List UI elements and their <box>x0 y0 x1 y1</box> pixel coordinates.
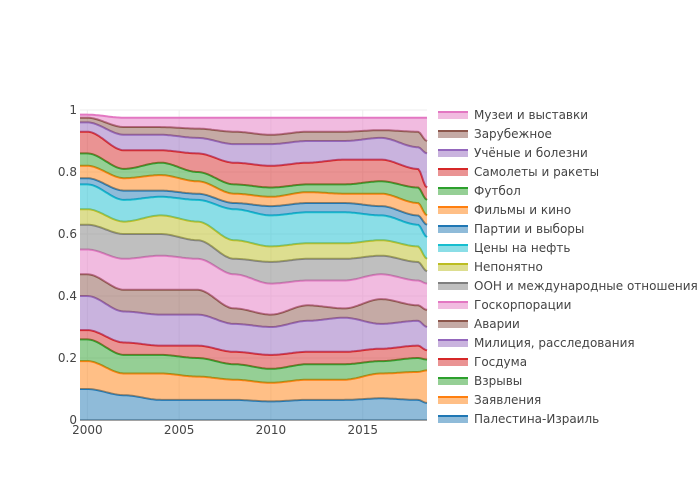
legend-label: Взрывы <box>474 373 523 388</box>
legend-label: Цены на нефть <box>474 240 571 255</box>
legend-label: Учёные и болезни <box>474 145 588 160</box>
legend-swatch-icon <box>438 338 468 347</box>
legend-swatch-icon <box>438 167 468 176</box>
legend-item[interactable]: Госдума <box>438 352 527 371</box>
legend-label: Футбол <box>474 183 521 198</box>
area-0 <box>80 389 427 420</box>
legend-swatch-icon <box>438 395 468 404</box>
area-16 <box>80 114 427 141</box>
y-tick-label: 0 <box>69 413 77 427</box>
area-13 <box>80 131 427 200</box>
area-2 <box>80 339 427 383</box>
x-tick-label: 2005 <box>164 423 195 437</box>
legend-swatch-icon <box>438 319 468 328</box>
x-axis: 2000 2005 2010 2015 <box>72 423 378 437</box>
legend-item[interactable]: Музеи и выставки <box>438 105 588 124</box>
legend-swatch-icon <box>438 148 468 157</box>
legend-item[interactable]: Госкорпорации <box>438 295 571 314</box>
legend-item[interactable]: Заявления <box>438 390 541 409</box>
y-tick-label: 0.2 <box>58 351 77 365</box>
legend-item[interactable]: Учёные и болезни <box>438 143 588 162</box>
legend-label: Музеи и выставки <box>474 107 589 122</box>
legend-item[interactable]: Взрывы <box>438 371 522 390</box>
legend-label: Госкорпорации <box>474 297 572 312</box>
legend-item[interactable]: Аварии <box>438 314 520 333</box>
area-9 <box>80 184 427 259</box>
legend-label: Аварии <box>474 316 520 331</box>
legend-item[interactable]: Самолеты и ракеты <box>438 162 599 181</box>
legend-item[interactable]: ООН и международные отношения <box>438 276 698 295</box>
x-tick-label: 2000 <box>72 423 103 437</box>
series-line-16 <box>80 113 428 119</box>
legend-swatch-icon <box>438 110 468 119</box>
legend-swatch-icon <box>438 414 468 423</box>
y-tick-label: 0.8 <box>58 165 77 179</box>
legend-swatch-icon <box>438 243 468 252</box>
area-14 <box>80 122 427 188</box>
x-tick-label: 2010 <box>256 423 287 437</box>
legend-label: Самолеты и ракеты <box>474 164 600 179</box>
legend-label: Милиция, расследования <box>474 335 635 350</box>
y-tick-label: 0.4 <box>58 289 77 303</box>
y-tick-label: 0.6 <box>58 227 77 241</box>
legend-swatch-icon <box>438 357 468 366</box>
legend-label: Зарубежное <box>474 126 552 141</box>
legend-swatch-icon <box>438 300 468 309</box>
legend-label: Заявления <box>474 392 542 407</box>
legend-item[interactable]: Непонятно <box>438 257 543 276</box>
area-12 <box>80 153 427 216</box>
area-5 <box>80 274 427 327</box>
legend-label: ООН и международные отношения <box>474 278 698 293</box>
legend-label: Госдума <box>474 354 528 369</box>
legend-swatch-icon <box>438 376 468 385</box>
y-tick-label: 1 <box>69 103 77 117</box>
legend-swatch-icon <box>438 224 468 233</box>
legend-item[interactable]: Милиция, расследования <box>438 333 635 352</box>
legend-item[interactable]: Фильмы и кино <box>438 200 571 219</box>
area-6 <box>80 249 427 315</box>
x-tick-label: 2015 <box>347 423 378 437</box>
area-4 <box>80 296 427 355</box>
legend-swatch-icon <box>438 262 468 271</box>
legend-swatch-icon <box>438 205 468 214</box>
area-15 <box>80 117 427 154</box>
legend-label: Партии и выборы <box>474 221 585 236</box>
areas <box>80 113 428 420</box>
legend-item[interactable]: Футбол <box>438 181 521 200</box>
legend-item[interactable]: Палестина-Израиль <box>438 409 599 425</box>
legend-swatch-icon <box>438 186 468 195</box>
legend-item[interactable]: Партии и выборы <box>438 219 584 238</box>
legend-item[interactable]: Зарубежное <box>438 124 552 143</box>
area-8 <box>80 209 427 272</box>
area-11 <box>80 165 427 225</box>
legend-swatch-icon <box>438 129 468 138</box>
area-3 <box>80 330 427 369</box>
y-axis: 0 0.2 0.4 0.6 0.8 1 <box>58 103 77 427</box>
legend-label: Палестина-Израиль <box>474 411 600 426</box>
legend-label: Непонятно <box>474 259 543 274</box>
legend: Музеи и выставки Зарубежное Учёные и болез… <box>438 105 700 425</box>
legend-swatch-icon <box>438 281 468 290</box>
area-10 <box>80 178 427 238</box>
legend-item[interactable]: Цены на нефть <box>438 238 570 257</box>
area-7 <box>80 224 427 284</box>
legend-label: Фильмы и кино <box>474 202 572 217</box>
